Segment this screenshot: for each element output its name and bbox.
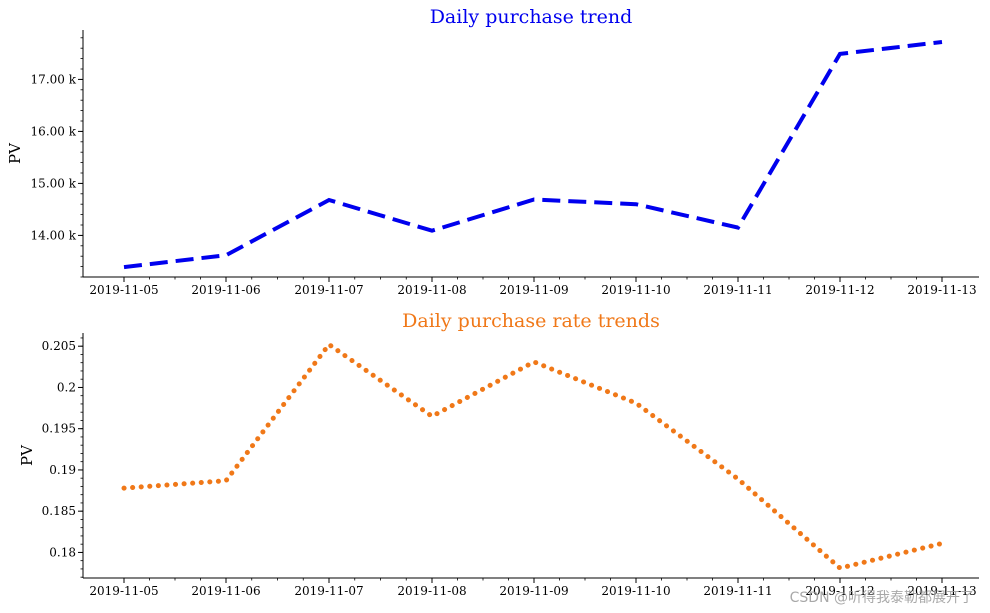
chart-2-y-tick-label: 0.195 (42, 422, 76, 436)
chart-2-title: Daily purchase rate trends (402, 310, 660, 332)
chart-1-x-tick-label: 2019-11-06 (191, 283, 260, 297)
chart-2-x-tick-label: 2019-11-09 (499, 584, 568, 598)
chart-2-x-tick-label: 2019-11-07 (294, 584, 363, 598)
chart-2-x-tick-label: 2019-11-12 (805, 584, 874, 598)
chart-2-y-axis-label: PV (18, 444, 36, 466)
chart-1-x-tick-label: 2019-11-13 (907, 283, 976, 297)
watermark-text: CSDN @听得我泰勒都展开了 (789, 590, 974, 606)
chart-2-y-tick-label: 0.2 (57, 380, 76, 394)
chart-1-series-line (123, 40, 943, 270)
chart-1-x-tick-label: 2019-11-05 (89, 283, 158, 297)
chart-1-y-tick-label: 15.00 k (31, 176, 77, 190)
chart-2-x-tick-label: 2019-11-08 (397, 584, 466, 598)
chart-1-x-tick-label: 2019-11-12 (805, 283, 874, 297)
chart-2-x-tick-label: 2019-11-11 (703, 584, 772, 598)
chart-1-x-tick-label: 2019-11-10 (601, 283, 670, 297)
chart-1-x-tick-label: 2019-11-09 (499, 283, 568, 297)
chart-1-x-tick-label: 2019-11-08 (397, 283, 466, 297)
chart-1-y-tick-label: 14.00 k (31, 228, 77, 242)
chart-2-x-tick-label: 2019-11-06 (191, 584, 260, 598)
chart-2-x-tick-label: 2019-11-13 (907, 584, 976, 598)
chart-1-x-tick-label: 2019-11-07 (294, 283, 363, 297)
chart-1-y-tick-label: 16.00 k (31, 124, 77, 138)
chart-2-x-tick-label: 2019-11-10 (601, 584, 670, 598)
chart-2-y-tick-label: 0.19 (49, 463, 76, 477)
chart-2-y-tick-label: 0.18 (49, 545, 76, 559)
chart-2-series-line (121, 341, 945, 571)
chart-1-x-tick-label: 2019-11-11 (703, 283, 772, 297)
chart-2-x-tick-label: 2019-11-05 (89, 584, 158, 598)
chart-1-title: Daily purchase trend (430, 6, 633, 28)
chart-2-y-tick-label: 0.185 (42, 504, 76, 518)
chart-2-y-tick-label: 0.205 (42, 339, 76, 353)
chart-1-y-tick-label: 17.00 k (31, 72, 77, 86)
chart-1-y-axis-label: PV (6, 142, 24, 164)
